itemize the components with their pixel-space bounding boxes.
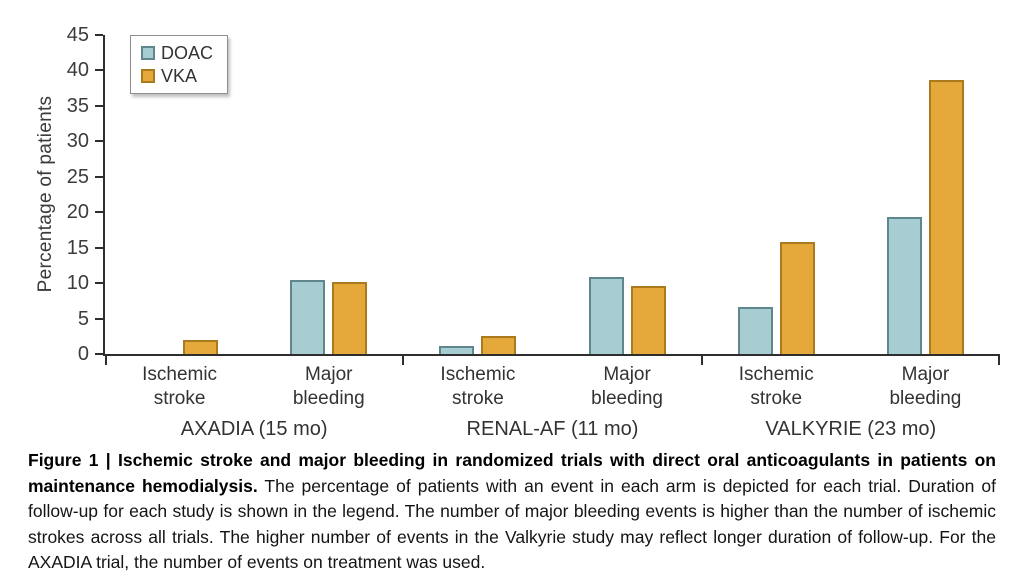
category-cluster: Ischemic stroke — [403, 35, 552, 409]
bar-vka — [630, 285, 666, 354]
y-tick-label: 0 — [77, 343, 89, 365]
legend-item-doac: DOAC — [141, 44, 213, 62]
legend-label: DOAC — [161, 43, 214, 63]
x-axis-boundary-tick — [105, 354, 107, 365]
category-cluster: Major bleeding — [851, 35, 1000, 409]
y-tick-mark — [95, 140, 103, 143]
trial-label: AXADIA (15 mo) — [180, 418, 328, 440]
y-tick-mark — [95, 104, 103, 107]
trial-label: VALKYRIE (23 mo) — [765, 418, 937, 440]
bar-vka — [779, 242, 815, 354]
y-tick-mark — [95, 317, 103, 320]
bar-doac — [290, 279, 326, 354]
trial-group: Ischemic stroke Major bleeding VALKYRIE (23 … — [702, 35, 1000, 440]
bar-doac — [439, 346, 475, 354]
category-cluster: Ischemic stroke — [105, 35, 254, 409]
y-tick-mark — [95, 175, 103, 178]
y-tick-mark — [95, 69, 103, 72]
bar-doac — [737, 306, 773, 354]
trial-label: RENAL-AF (11 mo) — [466, 418, 639, 440]
y-tick-mark — [95, 282, 103, 285]
bar-vka — [928, 80, 964, 354]
figure-caption: Figure 1 | Ischemic stroke and major ble… — [28, 448, 996, 576]
y-tick-label: 35 — [66, 94, 89, 117]
category-label: Ischemic stroke — [142, 364, 218, 409]
bar-vka — [481, 335, 517, 354]
bar-vka — [183, 339, 219, 354]
y-tick-mark — [95, 246, 103, 249]
legend-item-vka: VKA — [141, 67, 213, 85]
y-tick-label: 15 — [66, 236, 89, 259]
y-tick-mark — [95, 34, 103, 36]
category-cluster: Major bleeding — [553, 35, 702, 409]
category-label: Ischemic stroke — [440, 364, 516, 409]
x-axis-boundary-tick — [402, 354, 405, 365]
trial-group: Ischemic stroke Major bleeding RENAL-AF (11 … — [403, 35, 702, 440]
category-label: Major bleeding — [889, 364, 962, 409]
caption-body-text: The percentage of patients with an event… — [28, 475, 996, 573]
category-cluster: Major bleeding — [254, 35, 403, 409]
bar-doac — [886, 217, 922, 354]
caption-bold-title: Figure 1 | Ischemic stroke and major ble… — [28, 450, 996, 496]
x-axis-boundary-tick — [998, 354, 1000, 365]
y-tick-label: 5 — [77, 307, 89, 330]
bar-doac — [588, 277, 624, 354]
y-tick-mark — [95, 211, 103, 214]
y-axis-title: Percentage of patients — [35, 95, 56, 293]
plot-area: Ischemic stroke Major bleeding AXADIA (15 mo… — [67, 25, 1000, 440]
y-tick-label: 45 — [66, 24, 89, 46]
y-tick-label: 40 — [66, 59, 89, 82]
vka-swatch-icon — [141, 69, 155, 83]
chart-legend: DOAC VKA — [130, 35, 229, 94]
groups-row: Ischemic stroke Major bleeding AXADIA (15 mo… — [105, 35, 1000, 440]
category-cluster: Ischemic stroke — [702, 35, 851, 409]
trial-group: Ischemic stroke Major bleeding AXADIA (15 mo… — [105, 35, 403, 440]
category-label: Major bleeding — [292, 364, 365, 409]
category-label: Ischemic stroke — [738, 364, 814, 409]
y-tick-label: 10 — [66, 272, 89, 295]
y-tick-mark — [95, 353, 103, 355]
bar-vka — [332, 281, 368, 354]
doac-swatch-icon — [141, 46, 155, 60]
legend-label: VKA — [161, 66, 198, 86]
category-label: Major bleeding — [591, 364, 663, 409]
y-tick-label: 30 — [66, 130, 89, 153]
y-tick-label: 25 — [66, 165, 89, 188]
x-axis-boundary-tick — [700, 354, 703, 365]
y-tick-label: 20 — [66, 201, 89, 224]
